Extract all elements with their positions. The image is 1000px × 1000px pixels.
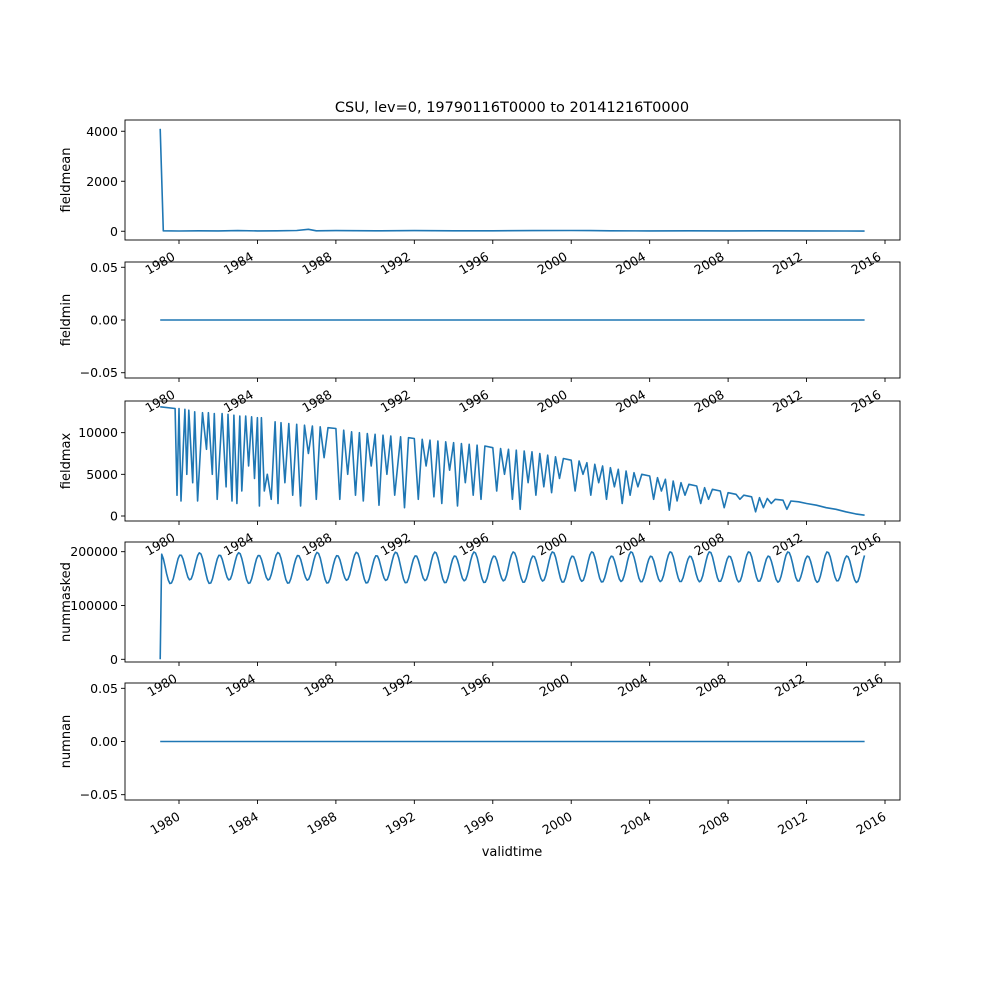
y-tick-label: 4000 xyxy=(86,124,118,139)
y-tick-label: 100000 xyxy=(70,598,118,613)
y-tick-label: 0.05 xyxy=(90,260,118,275)
axes-frame xyxy=(124,400,901,522)
series-line-fieldmean xyxy=(159,128,865,232)
y-tick-label: 0 xyxy=(110,509,118,524)
y-tick-label: −0.05 xyxy=(80,787,118,802)
y-tick-label: 200000 xyxy=(70,544,118,559)
series-line-fieldmax xyxy=(160,406,865,516)
y-tick-label: 0.05 xyxy=(90,681,118,696)
y-tick-label: 10000 xyxy=(78,425,118,440)
axes-frame xyxy=(124,541,901,663)
y-axis-label: fieldmean xyxy=(59,148,74,213)
y-axis-label: numnan xyxy=(59,715,74,769)
y-tick-label: 2000 xyxy=(86,174,118,189)
y-axis-label: fieldmin xyxy=(59,294,74,347)
y-tick-label: 5000 xyxy=(86,467,118,482)
y-tick-label: 0 xyxy=(110,224,118,239)
x-axis-label: validtime xyxy=(482,845,543,860)
y-tick-label: 0.00 xyxy=(90,313,118,328)
series-line-nummasked xyxy=(159,551,866,660)
y-tick-label: 0.00 xyxy=(90,734,118,749)
y-tick-label: −0.05 xyxy=(80,365,118,380)
y-axis-label: nummasked xyxy=(59,562,74,642)
chart-title: CSU, lev=0, 19790116T0000 to 20141216T00… xyxy=(335,100,689,116)
y-axis-label: fieldmax xyxy=(59,433,74,490)
y-tick-label: 0 xyxy=(110,652,118,667)
axes-frame xyxy=(124,119,901,241)
